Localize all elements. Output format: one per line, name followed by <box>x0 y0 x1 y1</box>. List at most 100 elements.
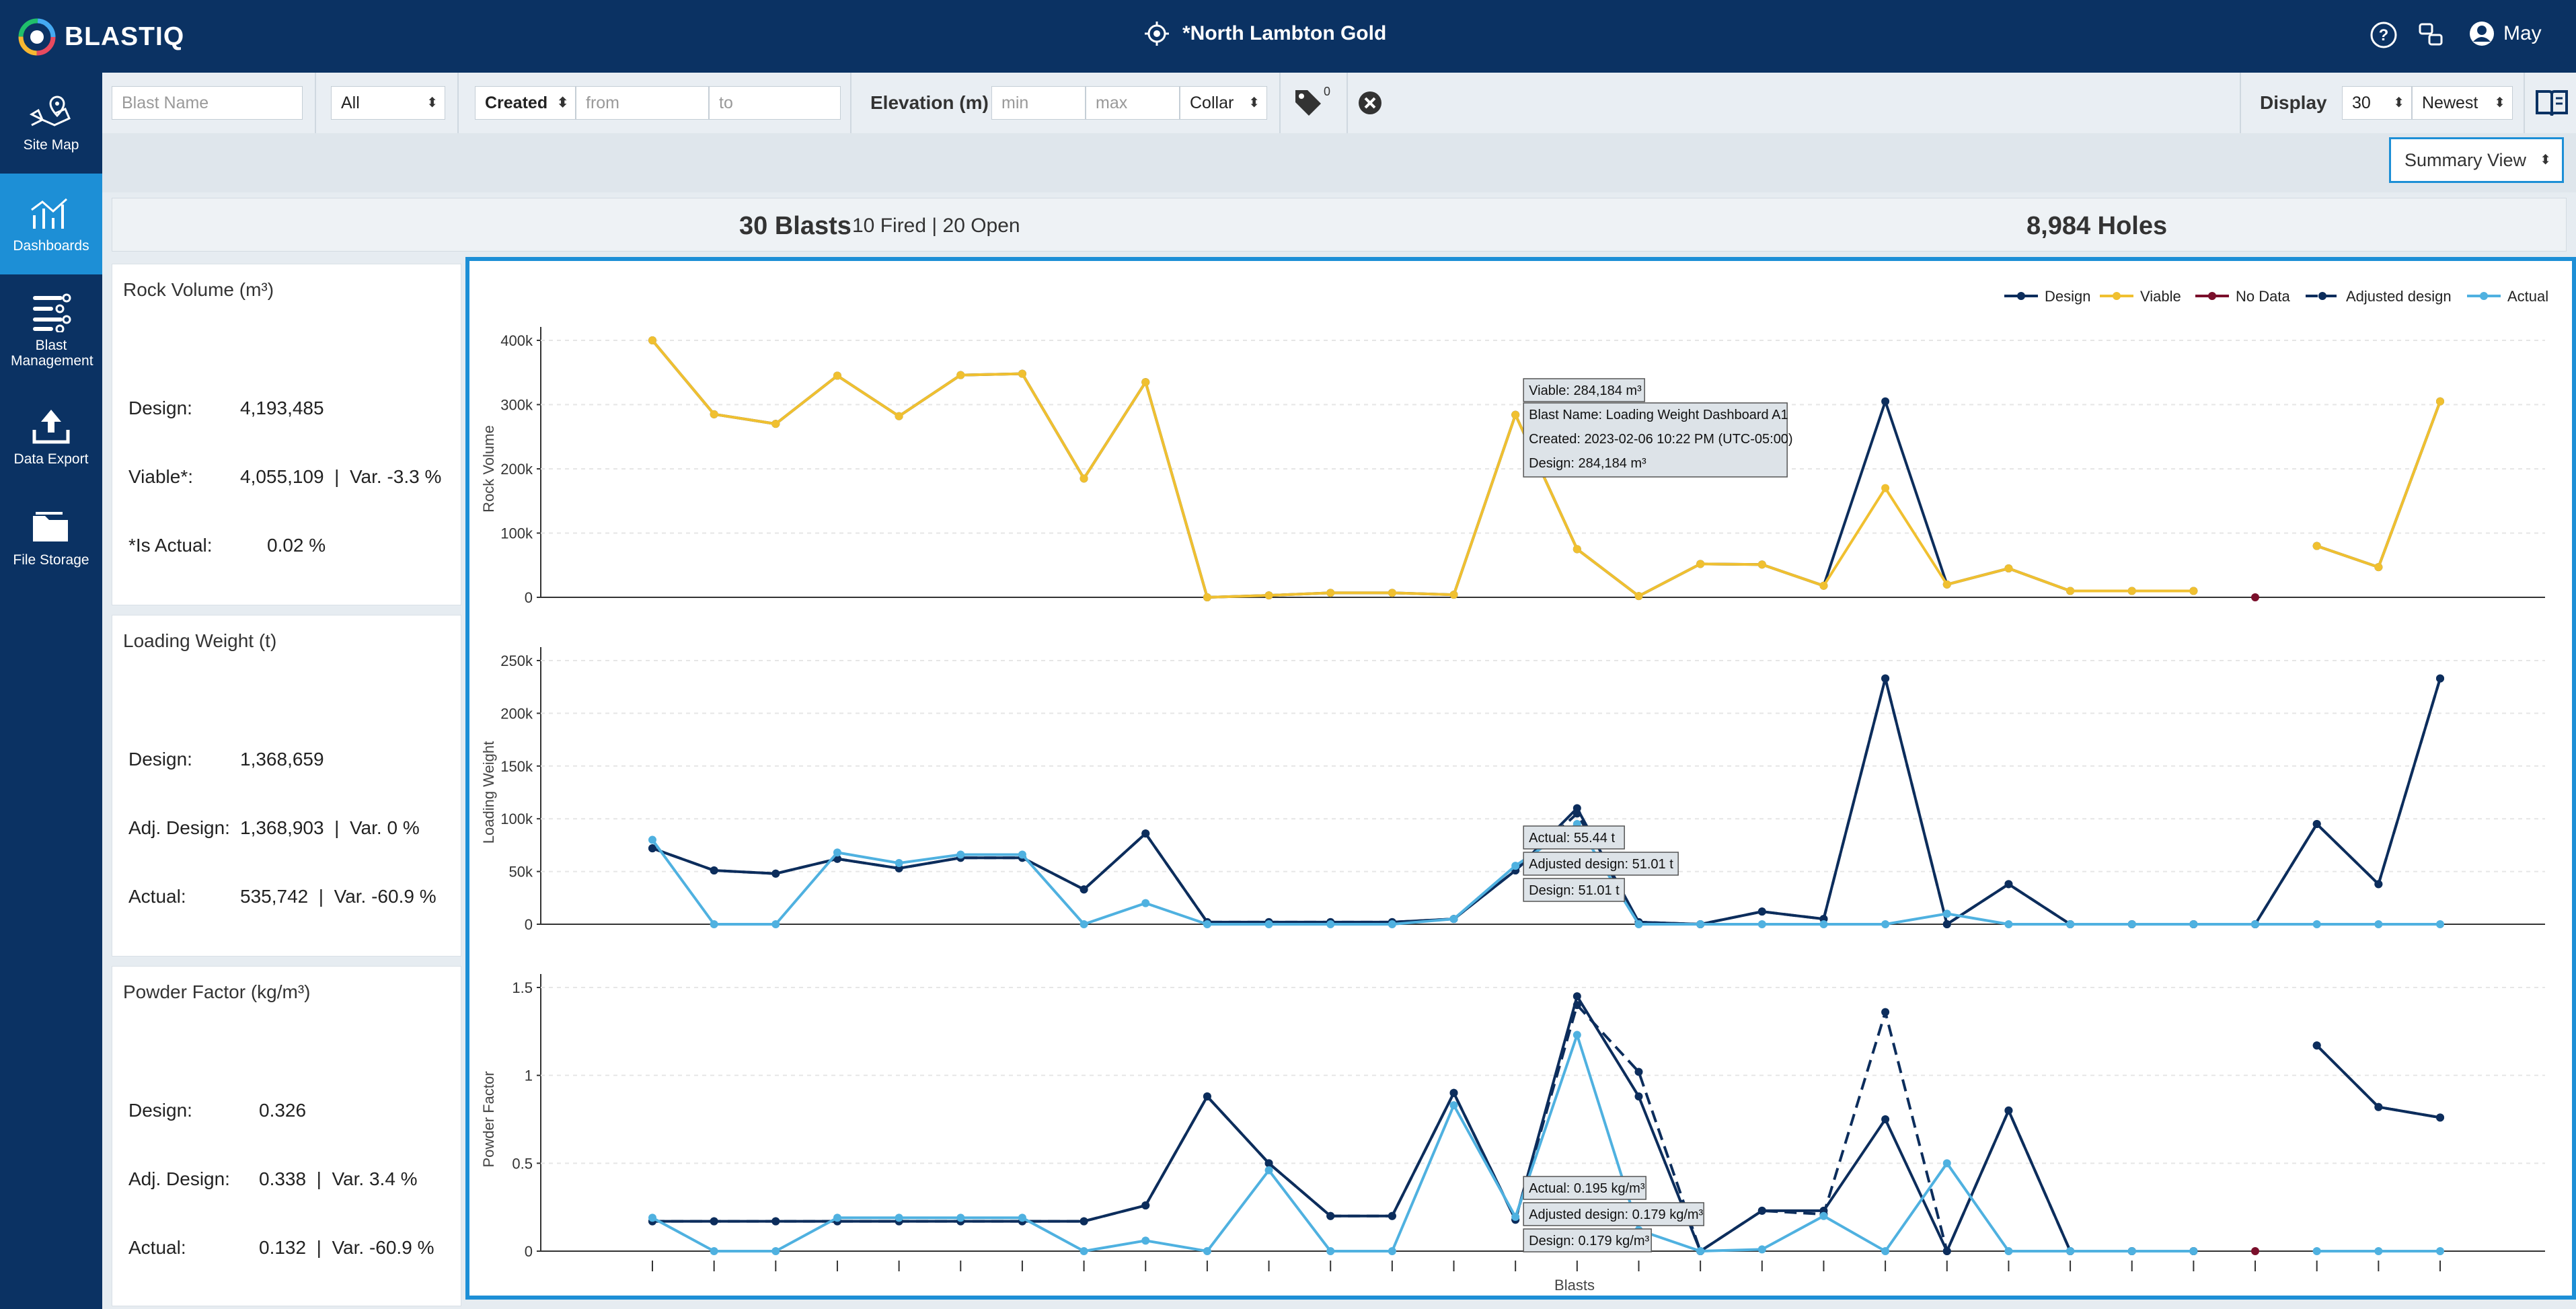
data-point <box>1388 1247 1396 1255</box>
clear-filters-button[interactable] <box>1357 90 1383 119</box>
y-axis-label: Powder Factor <box>480 1071 497 1167</box>
data-point <box>1449 591 1458 599</box>
sidebar-item-site-map[interactable]: Site Map <box>0 73 102 174</box>
data-point <box>1388 589 1396 597</box>
tooltip: Actual: 0.195 kg/m³ Adjusted design: 0.17… <box>1523 1176 1704 1252</box>
legend-dot <box>2208 292 2216 300</box>
data-point <box>956 1213 965 1222</box>
y-tick-label: 150k <box>500 758 533 775</box>
switch-icon <box>2419 23 2443 46</box>
data-point <box>1326 589 1335 597</box>
data-point <box>1942 920 1951 928</box>
collar-select[interactable]: Collar <box>1180 86 1267 120</box>
blast-name-input[interactable]: Blast Name <box>112 86 303 120</box>
legend-item: Viable <box>2100 288 2181 305</box>
data-point <box>2004 1106 2013 1115</box>
data-point <box>1203 593 1211 601</box>
y-tick-label: 0.5 <box>512 1155 533 1172</box>
dashboard-chart-icon <box>31 198 68 229</box>
help-button[interactable]: ? <box>2369 20 2398 53</box>
data-point <box>1881 920 1890 928</box>
legend-label: Actual <box>2507 288 2548 305</box>
data-point <box>1079 920 1088 928</box>
sidebar-item-data-export[interactable]: Data Export <box>0 385 102 486</box>
elevation-max-input[interactable]: max <box>1086 86 1180 120</box>
sort-select[interactable]: Newest <box>2412 86 2513 120</box>
rock-volume-card: Rock Volume (m³) Design: 4,193,485 Viabl… <box>112 264 461 605</box>
date-from-input[interactable]: from <box>576 86 709 120</box>
tooltip-text: Created: 2023-02-06 10:22 PM (UTC-05:00) <box>1529 432 1792 447</box>
x-axis-label: Blasts <box>1554 1277 1595 1294</box>
data-point <box>1573 1031 1581 1039</box>
y-tick-label: 1.5 <box>512 979 533 996</box>
data-point <box>956 850 965 859</box>
help-icon: ? <box>2370 22 2397 48</box>
card-title: Loading Weight (t) <box>123 630 277 651</box>
actual-label: Actual: <box>128 1237 186 1258</box>
data-point <box>1819 1211 1828 1220</box>
tooltip-box <box>1523 378 1645 402</box>
data-point <box>1757 560 1766 569</box>
totals-bar: 30 Blasts 10 Fired | 20 Open 8,984 Holes <box>112 198 2567 252</box>
tooltip-text: Adjusted design: 0.179 kg/m³ <box>1529 1207 1703 1222</box>
guide-button[interactable] <box>2534 87 2569 122</box>
data-point <box>895 1213 903 1222</box>
display-count-select[interactable]: 30 <box>2342 86 2412 120</box>
user-menu[interactable]: May <box>2468 20 2542 47</box>
data-point <box>1819 581 1828 590</box>
site-selector[interactable]: *North Lambton Gold <box>1143 20 1386 47</box>
book-icon <box>2536 90 2568 116</box>
date-to-input[interactable]: to <box>709 86 841 120</box>
data-point <box>1757 1206 1766 1215</box>
status-select[interactable]: All <box>331 86 445 120</box>
data-point <box>2312 1041 2321 1050</box>
series-line <box>2316 401 2441 569</box>
data-point <box>1757 907 1766 916</box>
sidebar-item-file-storage[interactable]: File Storage <box>0 486 102 587</box>
data-point <box>2066 920 2075 928</box>
design-label: Design: <box>128 749 192 770</box>
series-no-data <box>2251 1247 2260 1255</box>
data-point <box>2436 920 2444 928</box>
data-point <box>2251 1247 2260 1255</box>
blastiq-logo[interactable]: BLASTIQ <box>16 16 184 58</box>
adj-design-value: 0.338 | Var. 3.4 % <box>259 1168 418 1189</box>
y-tick-label: 300k <box>500 397 533 414</box>
data-point <box>1203 1247 1211 1255</box>
data-point <box>1696 1247 1705 1255</box>
list-icon <box>33 293 71 332</box>
design-label: Design: <box>128 398 192 418</box>
data-point <box>648 835 656 844</box>
divider <box>2240 73 2241 133</box>
data-point <box>895 859 903 868</box>
switch-app-button[interactable] <box>2416 20 2446 53</box>
legend-label: No Data <box>2236 288 2290 305</box>
chart-powder-factor: 0 0.5 1 1.5 Powder Factor Actual: 0.195 kg/m³… <box>480 974 2545 1294</box>
sidebar-item-dashboards[interactable]: Dashboards <box>0 174 102 274</box>
legend-dot <box>2318 292 2326 300</box>
legend-item: Adjusted design <box>2306 288 2452 305</box>
legend-label: Adjusted design <box>2346 288 2452 305</box>
tooltip-text: Design: 0.179 kg/m³ <box>1529 1234 1649 1248</box>
design-label: Design: <box>128 1100 192 1121</box>
data-point <box>2189 920 2198 928</box>
data-point <box>1696 560 1705 568</box>
tooltip-text: Viable: 284,184 m³ <box>1529 383 1642 398</box>
sidebar-item-blast-management[interactable]: Blast Management <box>0 274 102 385</box>
adj-design-label: Adj. Design: <box>128 817 230 838</box>
tag-filter-button[interactable]: 0 <box>1293 85 1333 118</box>
data-point <box>1264 1166 1273 1174</box>
design-value: 0.326 <box>259 1100 307 1121</box>
data-point <box>2374 1247 2383 1255</box>
sidebar-item-label: File Storage <box>13 552 89 568</box>
elevation-min-input[interactable]: min <box>991 86 1086 120</box>
data-point <box>895 412 903 420</box>
top-bar: BLASTIQ *North Lambton Gold ? May <box>0 0 2576 73</box>
data-point <box>2189 1247 2198 1255</box>
view-mode-select[interactable]: Summary View <box>2389 137 2564 183</box>
chart-panel: Design Viable No Data Adjusted design Actual… <box>465 257 2576 1300</box>
data-point <box>1326 920 1335 928</box>
date-type-select[interactable]: Created <box>475 86 576 120</box>
data-point <box>1326 1211 1335 1220</box>
user-name: May <box>2503 22 2542 44</box>
